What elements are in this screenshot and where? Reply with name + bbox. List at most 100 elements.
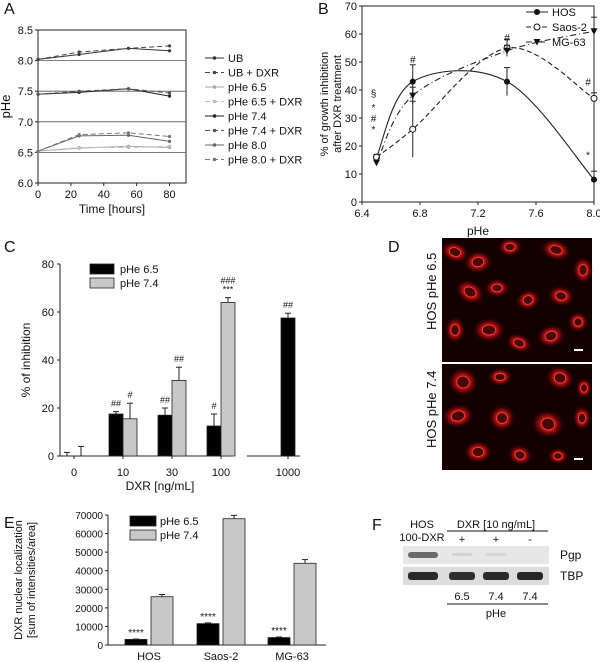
- chart-b-ytick-label: 50: [345, 57, 357, 69]
- chart-b-ytick-label: 0: [351, 197, 357, 209]
- chart-b-point: [373, 159, 380, 167]
- cell-nucleus: [522, 295, 534, 305]
- chart-c-bar: [220, 301, 236, 457]
- micrograph-top-label: HOS pHe 6.5: [424, 253, 439, 330]
- blot-ph-label: pHe: [486, 608, 506, 620]
- chart-b-annotation: §: [371, 89, 377, 100]
- lane-mark-1: +: [459, 534, 465, 546]
- chart-a-series-line: [37, 88, 170, 95]
- chart-a-legend-marker: [212, 128, 217, 133]
- chart-a-legend-label: UB + DXR: [228, 68, 279, 80]
- chart-b-legend-marker: [533, 39, 541, 46]
- panel-c-letter: C: [4, 239, 16, 256]
- chart-a-xtick-label: 20: [65, 189, 77, 201]
- chart-b-point: [409, 78, 416, 85]
- chart-a-legend-marker: [212, 143, 217, 147]
- chart-e-xtick-label: HOS: [137, 651, 161, 662]
- chart-e-ytick-label: 20000: [75, 604, 103, 615]
- chart-b-annotation: #: [504, 33, 510, 44]
- chart-a-legend-marker: [212, 70, 217, 75]
- cell-nucleus: [463, 286, 477, 298]
- chart-a-point: [167, 144, 172, 148]
- chart-e-ytick-label: 70000: [75, 511, 103, 522]
- chart-e-xtick-label: MG-63: [275, 651, 309, 662]
- chart-a-point: [77, 89, 81, 93]
- chart-e-bar: [222, 518, 246, 646]
- chart-b-point: [409, 92, 417, 100]
- chart-e-bar: [150, 596, 174, 646]
- chart-b-legend-label: Saos-2: [552, 22, 587, 34]
- micrograph-bottom-cells: [442, 365, 592, 466]
- chart-b-xtick-label: 7.6: [528, 208, 543, 220]
- chart-e-ylabel-line1: DXR nuclear localization: [13, 520, 25, 640]
- pgp-band-lane1: [452, 553, 472, 556]
- blot-row-tbp: TBP: [560, 569, 583, 583]
- micrograph-top-cells: [441, 238, 593, 353]
- chart-b-ytick-label: 40: [345, 85, 357, 97]
- cell-nucleus: [471, 446, 485, 458]
- chart-e: 0 10000 20000 30000 40000 50000 60000 70000 DXR …: [13, 511, 326, 662]
- cell-nucleus: [553, 452, 563, 460]
- chart-a-point: [126, 131, 131, 135]
- chart-a-xtick-label: 80: [163, 189, 175, 201]
- chart-b-series-line: [376, 70, 595, 180]
- cell-nucleus: [481, 324, 497, 336]
- chart-b-xlabel: pHe: [467, 224, 489, 238]
- chart-e-legend-swatch: [129, 515, 157, 527]
- chart-c-bar: [280, 317, 296, 457]
- chart-e-bar: [267, 637, 291, 646]
- chart-a-point: [36, 149, 40, 153]
- chart-a-xlabel: Time [hours]: [79, 202, 145, 216]
- chart-a: 6.0 6.5 7.0 7.5 8.0 8.5 0 20 40 60 80 Time [hours] p…: [0, 25, 302, 216]
- tbp-band-lane3: [517, 572, 543, 580]
- chart-a-ytick-label: 7.0: [18, 117, 33, 129]
- chart-a-point: [126, 87, 131, 91]
- chart-c-xlabel: DXR [ng/mL]: [126, 479, 195, 493]
- chart-a-xtick-label: 0: [35, 189, 41, 201]
- chart-a-ytick-label: 7.5: [18, 86, 33, 98]
- chart-e-bar: [124, 639, 148, 646]
- chart-b-annotation: #: [371, 114, 377, 125]
- cell-nucleus: [513, 338, 525, 348]
- chart-c-bar: [157, 414, 173, 457]
- chart-a-legend-marker: [212, 99, 217, 104]
- chart-a-ytick-label: 6.0: [18, 178, 33, 190]
- panel-f-letter: F: [372, 517, 382, 534]
- cell-nucleus: [514, 450, 526, 460]
- chart-b-annotation: #: [585, 78, 591, 89]
- cell-nucleus: [578, 264, 588, 276]
- chart-a-series-line: [37, 47, 170, 60]
- cell-nucleus: [448, 247, 462, 257]
- chart-b-series-line: [376, 30, 595, 164]
- chart-c-xtick-label: 30: [166, 467, 178, 479]
- chart-c-xtick-label: 1000: [276, 467, 300, 479]
- chart-a-legend-label: pHe 6.5 + DXR: [228, 97, 302, 109]
- cell-nucleus: [580, 383, 588, 393]
- blot-pgp-strip: [403, 546, 549, 564]
- chart-e-ytick-label: 30000: [75, 585, 103, 596]
- chart-b-annotation: *: [372, 125, 376, 136]
- chart-c-legend-label: pHe 6.5: [120, 264, 159, 276]
- chart-a-legend-label: pHe 8.0: [228, 140, 267, 152]
- chart-e-significance-label: ****: [200, 612, 216, 623]
- chart-b-xtick-label: 8.0: [586, 208, 600, 220]
- chart-a-xtick-label: 60: [131, 189, 143, 201]
- chart-a-legend-marker: [212, 114, 217, 118]
- chart-a-legend-marker: [212, 85, 217, 89]
- chart-a-point: [36, 57, 40, 61]
- chart-e-legend-swatch: [129, 529, 157, 541]
- scale-bar-bottom: [574, 458, 583, 460]
- chart-a-point: [167, 44, 172, 48]
- chart-e-legend-label: pHe 7.4: [160, 530, 199, 542]
- chart-b-point: [591, 176, 597, 183]
- chart-a-legend-marker: [212, 157, 217, 162]
- chart-b-annotation: #: [410, 55, 416, 66]
- chart-a-point: [167, 91, 172, 95]
- chart-e-ylabel-line2: [sum of intensities/area]: [26, 522, 38, 638]
- chart-e-xtick-label: Saos-2: [204, 651, 239, 662]
- chart-b-ytick-label: 70: [345, 1, 357, 13]
- chart-a-legend-marker: [212, 56, 217, 60]
- chart-c-ytick-label: 0: [48, 451, 54, 463]
- chart-a-point: [167, 134, 172, 139]
- chart-c-significance-label: #: [211, 401, 216, 411]
